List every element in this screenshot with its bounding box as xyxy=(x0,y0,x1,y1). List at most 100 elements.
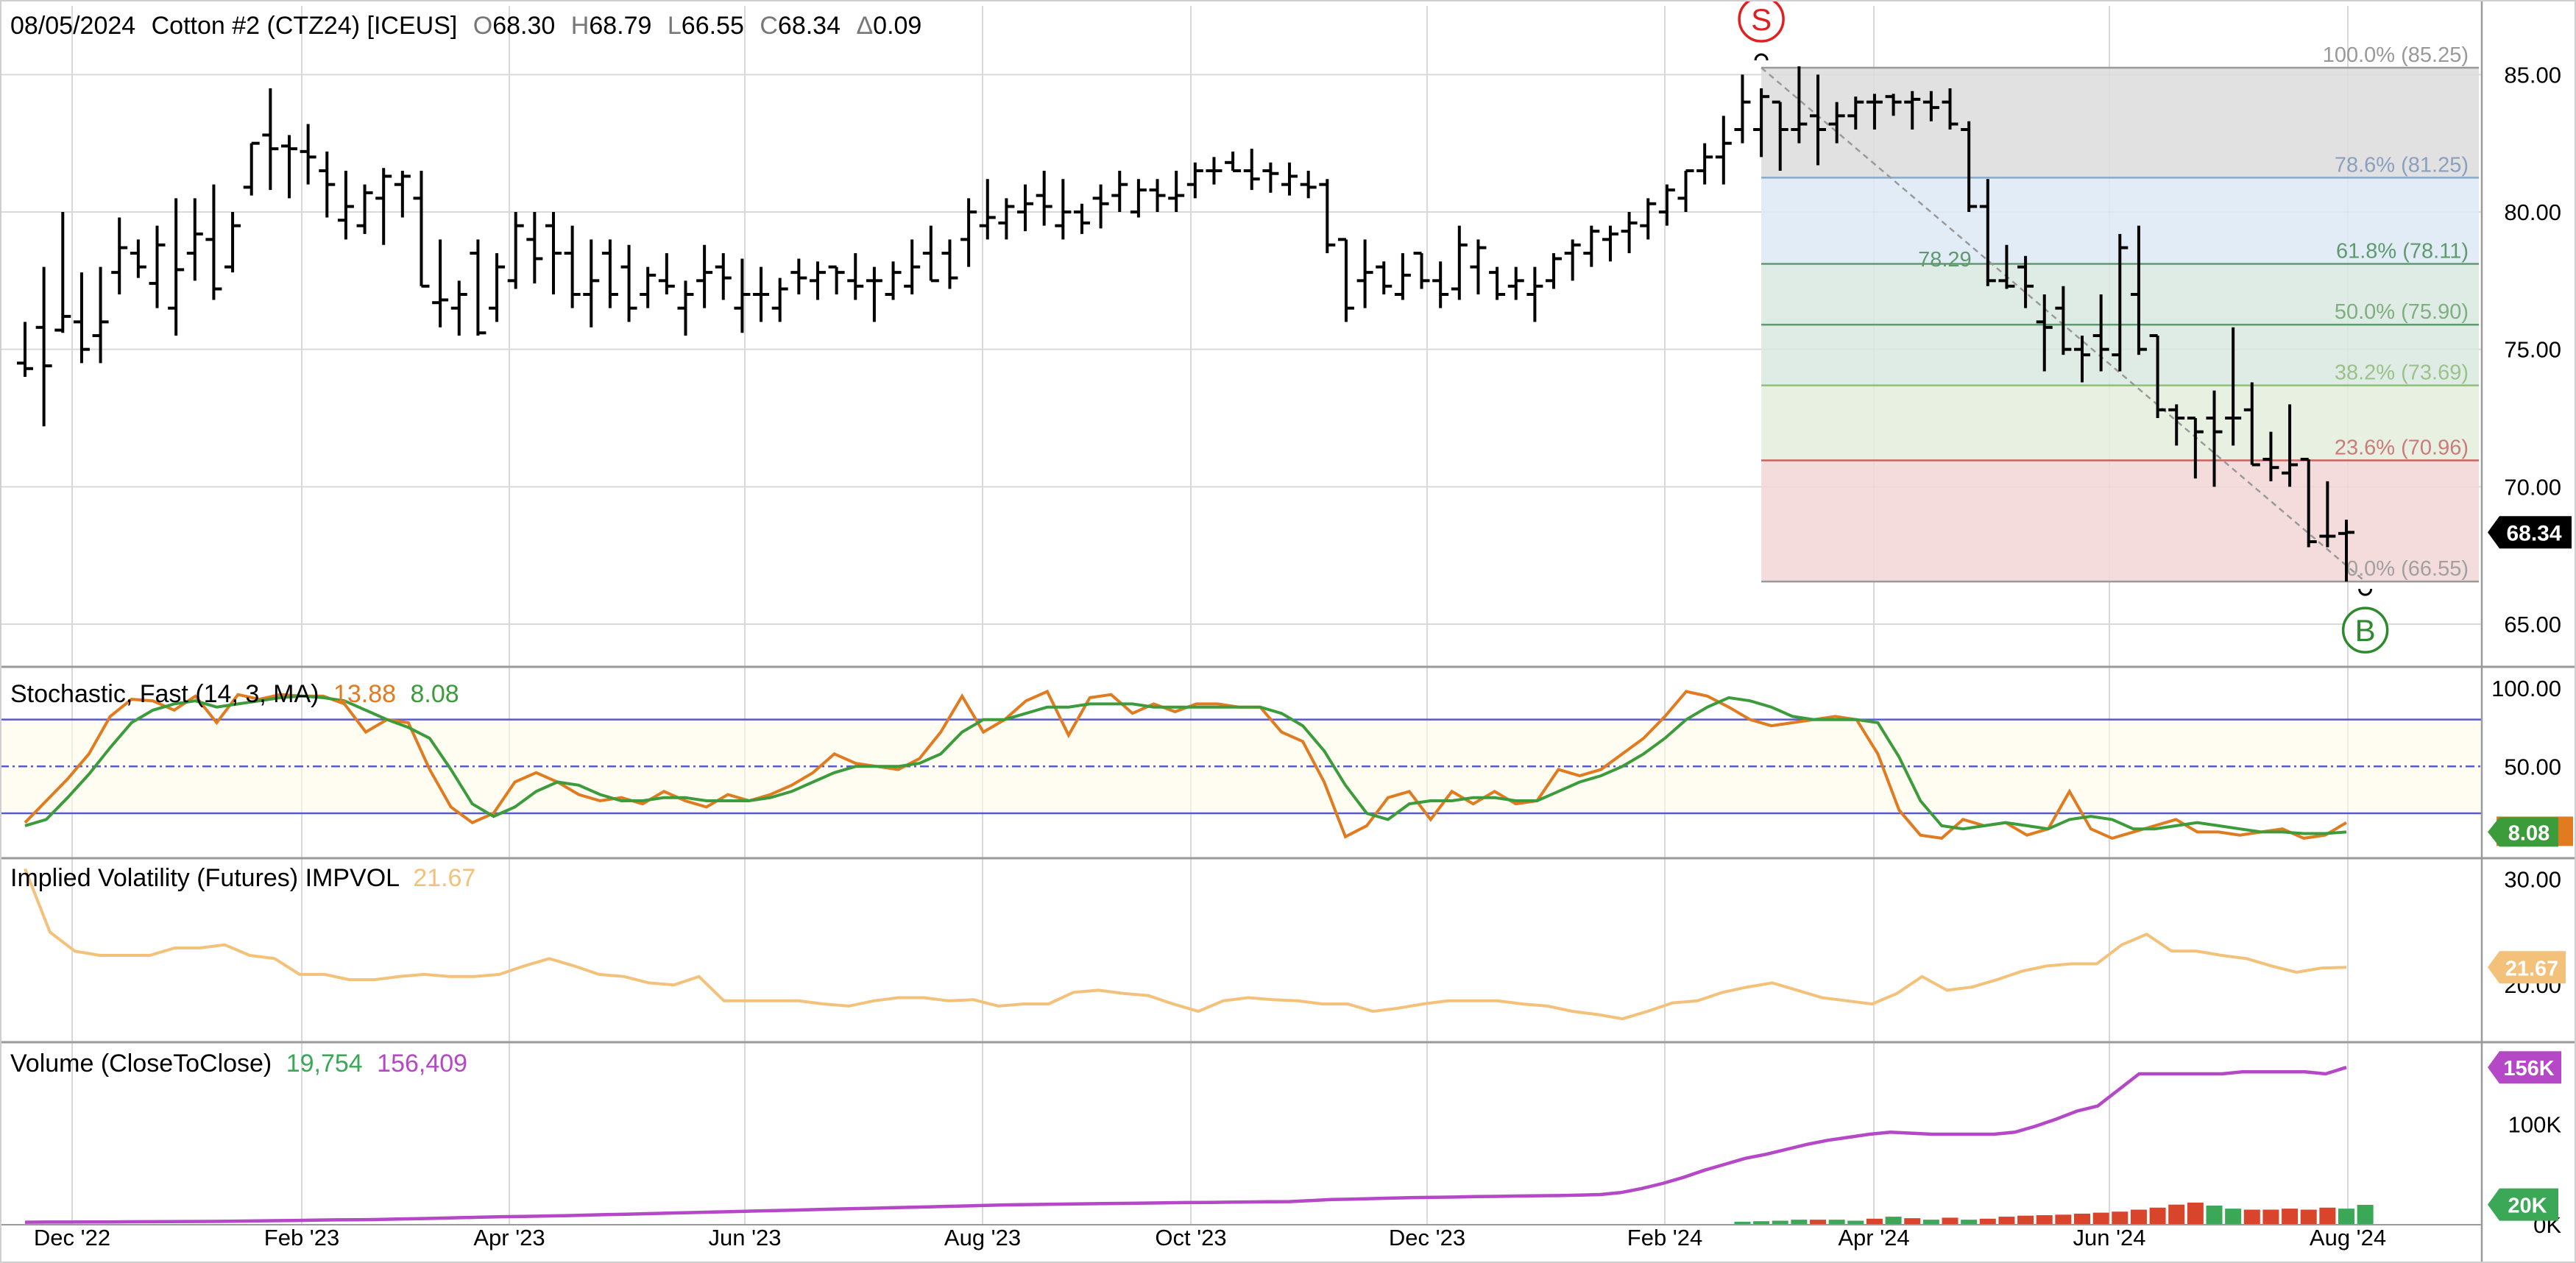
ohlc-bar xyxy=(583,239,600,328)
volume-bar xyxy=(2149,1207,2166,1225)
ohlc-bar xyxy=(168,198,185,336)
volume-bar xyxy=(1904,1218,1921,1225)
volume-bar xyxy=(2225,1209,2242,1225)
ivol-title: Implied Volatility (Futures) IMPVOL xyxy=(10,864,399,892)
price-y-tick-label: 85.00 xyxy=(2504,62,2561,88)
ohlc-bar xyxy=(1356,239,1373,308)
ohlc-bar xyxy=(941,239,958,289)
volume-bar xyxy=(2282,1209,2299,1225)
volume-bar xyxy=(1942,1217,1958,1225)
header-change-label: Δ xyxy=(856,12,873,40)
ohlc-bar xyxy=(205,184,222,300)
x-tick-label: Feb '23 xyxy=(264,1225,339,1250)
ohlc-bar xyxy=(2206,390,2223,487)
ohlc-bar xyxy=(73,272,90,364)
ohlc-bar xyxy=(1300,171,1317,199)
ohlc-bar xyxy=(1791,66,1808,144)
stochastic-k-value: 13.88 xyxy=(333,680,396,708)
stoch-d-tag xyxy=(2488,817,2558,847)
svg-text:Stochastic, Fast (14, 3, MA): Stochastic, Fast (14, 3, MA) 13.88 8.08 xyxy=(10,680,459,708)
price-bars: SB xyxy=(17,0,2389,654)
ohlc-bar xyxy=(111,217,128,294)
volume-ma-line xyxy=(24,1066,2347,1224)
ohlc-bar xyxy=(2225,327,2242,446)
sell-signal xyxy=(1738,0,1785,43)
ohlc-bar xyxy=(356,184,373,234)
ohlc-bar xyxy=(1734,74,1751,144)
ohlc-bar xyxy=(1753,88,1770,158)
ohlc-bar xyxy=(375,168,392,245)
ohlc-bar xyxy=(640,266,657,308)
ohlc-bar xyxy=(1942,88,1958,130)
ohlc-bar xyxy=(696,244,713,308)
ohlc-bar xyxy=(1073,203,1090,234)
ohlc-bar xyxy=(35,266,52,427)
volume-bar xyxy=(2357,1205,2374,1225)
ohlc-bar xyxy=(620,244,637,322)
stoch-y-tick-label: 50.00 xyxy=(2504,754,2561,779)
volume-panel xyxy=(24,1066,2374,1225)
volume-bar xyxy=(1847,1220,1864,1225)
stoch-y-tick-label: 100.00 xyxy=(2491,676,2561,701)
ohlc-bar xyxy=(2282,404,2299,487)
ohlc-bar xyxy=(1583,225,1600,267)
ohlc-bar xyxy=(1640,198,1657,240)
ohlc-bar xyxy=(394,171,411,218)
ohlc-bar xyxy=(2243,382,2260,467)
x-tick-label: Feb '24 xyxy=(1627,1225,1702,1250)
ohlc-bar xyxy=(979,179,996,240)
fib-level-label: 61.8% (78.11) xyxy=(2336,240,2469,263)
buy-signal-label: B xyxy=(2355,613,2376,648)
ohlc-bar xyxy=(1017,184,1034,232)
volume-bar xyxy=(1998,1217,2015,1225)
ohlc-bar xyxy=(262,88,279,191)
header-high: 68.79 xyxy=(589,12,651,40)
ohlc-bar xyxy=(1715,116,1732,185)
vol-ma-tag xyxy=(2488,1051,2561,1084)
ohlc-bar xyxy=(470,239,486,336)
volume-title: Volume (CloseToClose) xyxy=(10,1050,272,1078)
ohlc-bar xyxy=(1376,261,1393,294)
ohlc-bar xyxy=(1470,239,1487,294)
ohlc-bar xyxy=(1262,162,1279,193)
header-low-label: L xyxy=(668,12,682,40)
ohlc-bar xyxy=(734,258,751,333)
fib-zone xyxy=(1761,68,2479,178)
x-tick-label: Dec '22 xyxy=(34,1225,110,1250)
ohlc-bar xyxy=(998,198,1015,240)
x-tick-label: Dec '23 xyxy=(1389,1225,1465,1250)
volume-bar xyxy=(2092,1212,2109,1225)
volume-bar xyxy=(1772,1220,1788,1225)
ohlc-bar xyxy=(866,266,882,322)
volume-bar xyxy=(2319,1207,2336,1225)
ohlc-bar xyxy=(1828,102,1845,144)
volume-bar xyxy=(1922,1220,1939,1225)
ohlc-bar xyxy=(1206,157,1222,185)
ohlc-bar xyxy=(17,322,33,377)
signal-marker-arc xyxy=(2358,588,2373,596)
header-close-label: C xyxy=(760,12,778,40)
ohlc-bar xyxy=(149,225,166,308)
ohlc-bar xyxy=(2112,233,2129,372)
ohlc-bar xyxy=(1810,74,1827,166)
buy-signal xyxy=(2341,606,2389,654)
ohlc-bar xyxy=(715,253,732,300)
fib-level-label: 0.0% (66.55) xyxy=(2346,557,2469,581)
volume-bar xyxy=(2017,1215,2034,1225)
ohlc-bar xyxy=(1998,244,2015,289)
volume-bar xyxy=(2262,1209,2279,1225)
volume-bar xyxy=(2243,1209,2260,1225)
svg-text:08/05/2024 Cotton #2 (CT: 08/05/2024 Cotton #2 (CTZ24) [ICEUS] O68… xyxy=(10,12,921,40)
ohlc-bar xyxy=(2149,334,2166,418)
svg-text:Implied Volatility (Futures) I: Implied Volatility (Futures) IMPVOL 21.6… xyxy=(10,864,475,892)
ohlc-bar xyxy=(1451,225,1468,300)
ohlc-bar xyxy=(2036,294,2053,372)
volume-bar xyxy=(2130,1209,2147,1225)
header-date: 08/05/2024 xyxy=(10,12,135,40)
x-tick-label: Aug '23 xyxy=(944,1225,1021,1250)
ohlc-bar xyxy=(601,239,618,308)
ohlc-bar xyxy=(319,151,336,218)
x-tick-label: Oct '23 xyxy=(1155,1225,1226,1250)
